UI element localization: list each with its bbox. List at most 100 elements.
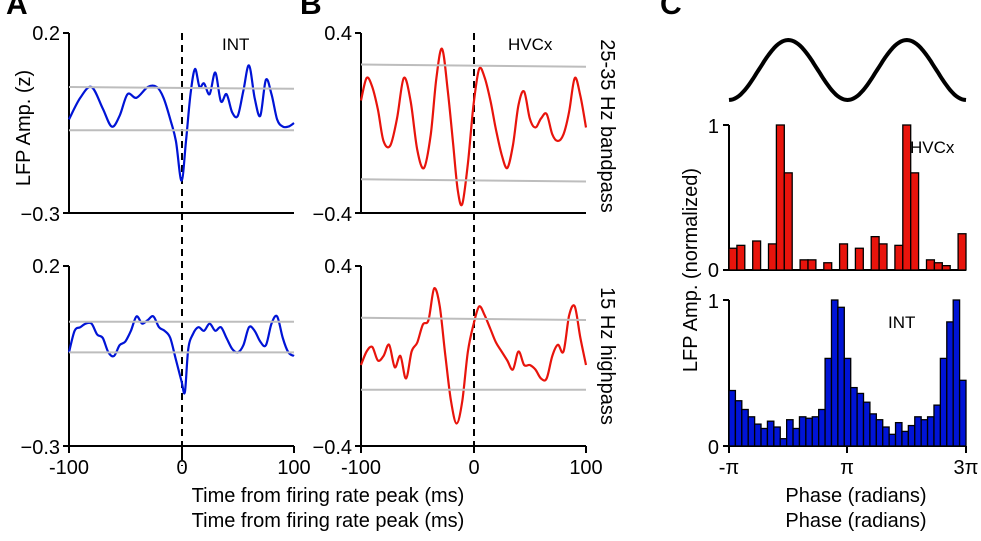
panel-c-bottom: 1 0 -π π 3π INT Phase (radians) Phase (r… — [708, 291, 979, 532]
y-tick-label-bottom: 0 — [708, 260, 719, 282]
panel-c-top: 1 0 HVCx — [708, 116, 967, 282]
histogram-bar-3 — [752, 240, 762, 271]
histogram-bar-10 — [807, 259, 817, 271]
histogram-bar-25 — [925, 259, 936, 271]
series-line-gray-2 — [360, 178, 587, 183]
histogram-bar-8 — [779, 438, 788, 447]
traces — [67, 314, 295, 395]
histogram-bar-12 — [823, 262, 833, 271]
histogram-bar-35 — [952, 299, 961, 447]
histogram-bar-25 — [888, 433, 897, 447]
histogram-bar-20 — [856, 392, 865, 447]
histogram-bar-16 — [854, 247, 864, 271]
histogram-bar-22 — [869, 413, 877, 447]
x-tick-label-left: -π — [719, 457, 739, 479]
side-label-highpass: 15 Hz highpass — [596, 287, 618, 425]
y-axis-label-lfp-z: LFP Amp. (z) — [13, 70, 35, 186]
y-tick-label-top: 0.4 — [324, 23, 352, 45]
histogram-bar-33 — [939, 357, 948, 447]
y-tick-label-bottom: 0 — [708, 437, 719, 459]
x-tick-label-left: -100 — [49, 457, 89, 479]
histogram-bar-10 — [792, 427, 801, 447]
panel-a-top: 0.2 −0.3 INT — [21, 23, 295, 226]
histogram-bar-29 — [914, 416, 922, 447]
histogram-bar-13 — [811, 416, 820, 447]
series-line-gray-1 — [360, 316, 587, 321]
histogram-bar-32 — [933, 404, 942, 447]
histogram-bar-18 — [843, 357, 852, 447]
histogram-bar-2 — [741, 408, 749, 447]
annotation-hvcx-top: HVCx — [508, 35, 553, 54]
y-tick-label-top: 0.4 — [324, 256, 352, 278]
x-tick-label-mid: 0 — [176, 457, 187, 479]
x-axis-label-phase-repeat: Phase (radians) — [785, 510, 926, 532]
histogram-bar-14 — [818, 408, 826, 447]
y-tick-label-bottom: −0.4 — [313, 437, 352, 459]
series-line-black-0 — [728, 38, 967, 102]
histogram-bar-7 — [773, 426, 781, 447]
bars — [728, 124, 967, 271]
annotation-hvcx-c: HVCx — [910, 138, 955, 157]
histogram-bar-14 — [838, 243, 849, 271]
histogram-bar-29 — [957, 233, 967, 271]
histogram-bar-28 — [907, 424, 916, 447]
traces — [68, 64, 295, 182]
annotation-int-c: INT — [888, 313, 915, 332]
histogram-bar-26 — [933, 262, 943, 271]
panel-c-sine — [728, 38, 967, 102]
histogram-bar-16 — [830, 299, 839, 447]
panel-letter-c: C — [660, 0, 682, 21]
histogram-bar-24 — [882, 426, 890, 447]
histogram-bar-26 — [894, 421, 903, 447]
panel-letter-b: B — [300, 0, 322, 21]
x-tick-label-right: 100 — [277, 457, 310, 479]
x-tick-label-mid: 0 — [468, 457, 479, 479]
bars — [728, 299, 967, 447]
histogram-bar-19 — [878, 243, 888, 271]
x-tick-label-mid: π — [840, 457, 854, 479]
y-tick-label-top: 1 — [708, 116, 719, 138]
y-tick-label-top: 1 — [708, 291, 719, 313]
histogram-bar-31 — [926, 416, 935, 447]
histogram-bar-18 — [870, 235, 880, 271]
x-tick-label-right: 3π — [954, 457, 979, 479]
histogram-bar-27 — [901, 430, 910, 447]
series-line-gray-1 — [68, 86, 295, 90]
histogram-bar-0 — [728, 389, 737, 447]
y-tick-label-top: 0.2 — [32, 256, 60, 278]
histogram-bar-21 — [894, 244, 904, 271]
histogram-bar-34 — [946, 321, 954, 447]
y-tick-label-bottom: −0.4 — [313, 204, 352, 226]
series-line-red-0 — [359, 47, 588, 207]
x-axis-label-time: Time from firing rate peak (ms) — [192, 510, 465, 532]
histogram-bar-0 — [728, 247, 738, 271]
y-tick-label-top: 0.2 — [32, 23, 60, 45]
traces — [359, 287, 588, 425]
traces — [728, 38, 967, 102]
panel-b-top: 0.4 −0.4 HVCx — [313, 23, 588, 226]
histogram-bar-4 — [753, 423, 762, 447]
histogram-bar-23 — [875, 419, 884, 447]
y-tick-label-bottom: −0.3 — [21, 437, 60, 459]
histogram-bar-11 — [798, 416, 807, 447]
histogram-bar-1 — [736, 244, 746, 271]
histogram-bar-36 — [958, 379, 967, 447]
y-tick-label-bottom: −0.3 — [21, 204, 60, 226]
panel-b-bottom: 0.4 −0.4 -100 0 100 Time from firing rat… — [192, 256, 603, 532]
histogram-bar-17 — [837, 306, 845, 447]
side-label-bandpass: 25-35 Hz bandpass — [596, 39, 618, 212]
y-axis-label-lfp-normalized: LFP Amp. (normalized) — [680, 168, 702, 372]
x-tick-label-right: 100 — [569, 457, 602, 479]
histogram-bar-3 — [747, 416, 756, 447]
x-tick-label-left: -100 — [341, 457, 381, 479]
histogram-bar-6 — [775, 124, 785, 271]
histogram-bar-23 — [910, 172, 920, 271]
annotation-int-top: INT — [222, 35, 249, 54]
histogram-bar-6 — [766, 420, 775, 447]
panel-a-bottom: 0.2 −0.3 -100 0 100 Time from firing rat… — [21, 256, 465, 507]
histogram-bar-21 — [862, 401, 871, 447]
histogram-bar-15 — [824, 357, 833, 447]
histogram-bar-7 — [783, 172, 793, 271]
x-axis-label-time: Time from firing rate peak (ms) — [192, 485, 465, 507]
